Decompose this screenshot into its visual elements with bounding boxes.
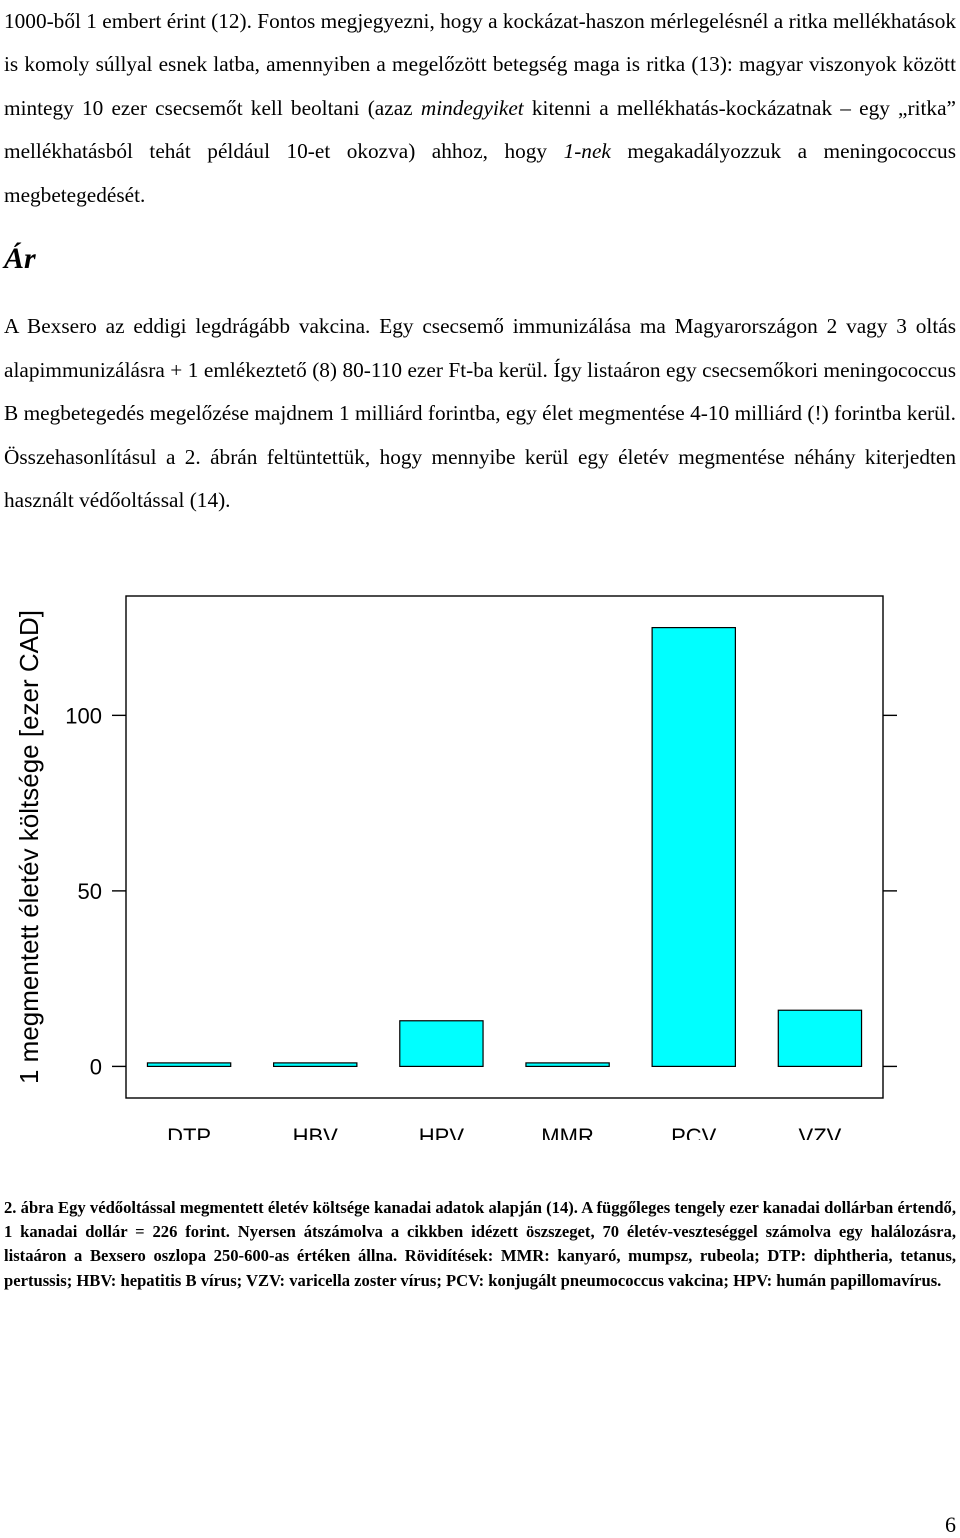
bar-mmr [525, 1062, 610, 1068]
bar-chart: 0 50 100 DTP HBV HPV MMR PCV VZV 1 megmentett é… [14, 595, 897, 1140]
plot-frame [125, 595, 884, 1099]
bar-pcv [651, 626, 736, 1068]
figure-caption: 2. ábra Egy védőoltással megmentett élet… [4, 1198, 956, 1290]
x-tick-label: VZV [799, 1124, 842, 1140]
bar-vzv [777, 1009, 863, 1068]
paragraph-text: megakadályozzuk a meningococcus megbeteg… [4, 139, 956, 207]
bar-dtp [146, 1062, 232, 1068]
x-tick-label: HPV [419, 1124, 465, 1140]
page-number: 6 [945, 1512, 956, 1537]
body-paragraph-price: A Bexsero az eddigi legdrágább vakcina. … [4, 314, 956, 512]
x-tick-label: MMR [541, 1124, 594, 1140]
bar-hbv [273, 1062, 358, 1068]
y-tick-label: 100 [65, 703, 102, 728]
y-axis-label: 1 megmentett életév költsége [ezer CAD] [14, 610, 44, 1084]
y-tick-label: 0 [90, 1054, 102, 1079]
paragraph-text: kitenni a mellékhatás-kockázatnak – egy … [4, 95, 956, 164]
x-tick-label: DTP [167, 1124, 211, 1140]
y-tick-label: 50 [78, 879, 102, 904]
paragraph-text: 1000-ből 1 embert érint (12). Fontos meg… [4, 9, 956, 120]
emphasis-text: 1-nek [563, 139, 611, 164]
x-tick-label: PCV [671, 1124, 717, 1140]
body-paragraph-risk: 1000-ből 1 embert érint (12). Fontos meg… [4, 0, 956, 217]
emphasis-text: mindegyiket [420, 95, 524, 120]
x-tick-label: HBV [293, 1124, 339, 1140]
bar-hpv [399, 1020, 484, 1068]
section-heading: Ár [4, 242, 36, 275]
